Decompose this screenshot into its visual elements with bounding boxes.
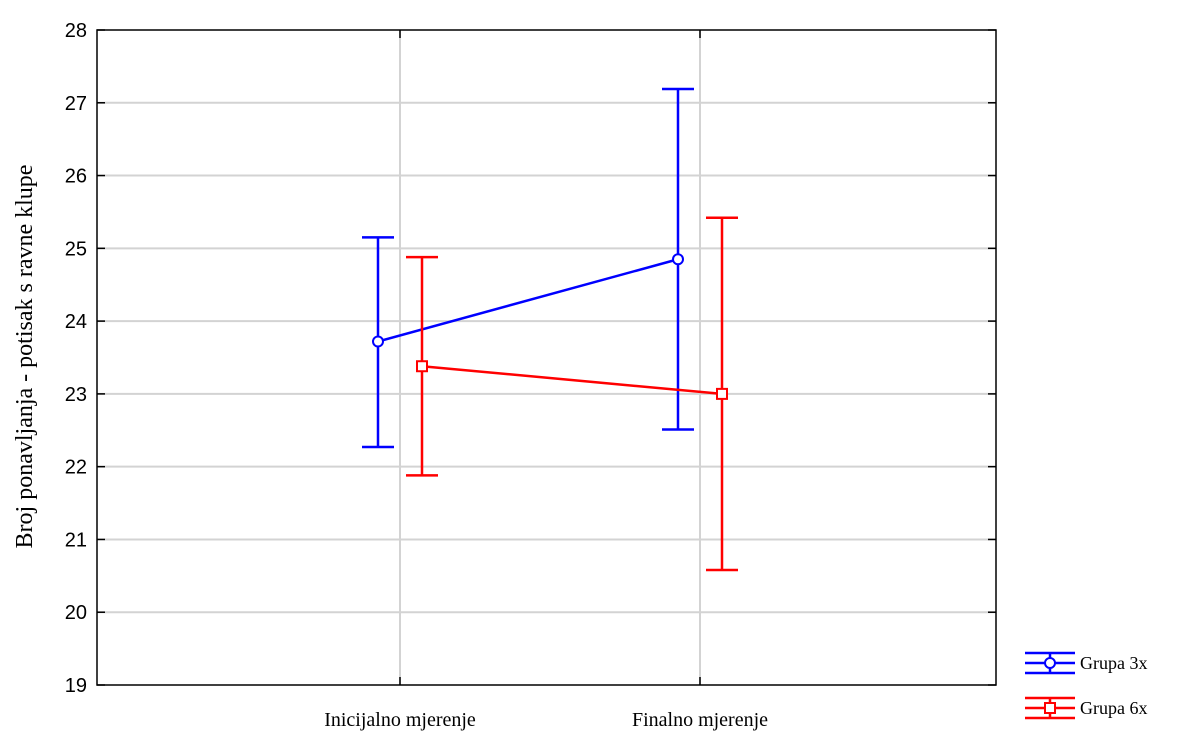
y-tick-label: 21 bbox=[65, 529, 87, 551]
plot-area-frame bbox=[97, 30, 996, 685]
legend-label: Grupa 6x bbox=[1080, 698, 1147, 718]
legend: Grupa 3x Grupa 6x bbox=[1025, 653, 1147, 718]
y-tick-label: 26 bbox=[65, 166, 87, 188]
legend-marker bbox=[1045, 658, 1055, 668]
y-tick-label: 24 bbox=[65, 311, 87, 333]
y-tick-label: 25 bbox=[65, 238, 87, 260]
y-tick-label: 27 bbox=[65, 93, 87, 115]
data-point bbox=[673, 254, 683, 264]
y-tick-label: 23 bbox=[65, 384, 87, 406]
gridlines bbox=[97, 30, 996, 685]
legend-item: Grupa 3x bbox=[1025, 653, 1147, 673]
series-layer bbox=[362, 89, 738, 570]
x-tick-label: Inicijalno mjerenje bbox=[324, 709, 476, 731]
data-point bbox=[373, 336, 383, 346]
y-tick-label: 20 bbox=[65, 602, 87, 624]
y-axis-title: Broj ponavljanja - potisak s ravne klupe bbox=[12, 165, 38, 549]
data-point bbox=[717, 389, 727, 399]
x-tick-label: Finalno mjerenje bbox=[632, 709, 768, 731]
legend-item: Grupa 6x bbox=[1025, 698, 1147, 718]
y-tick-label: 22 bbox=[65, 457, 87, 479]
legend-label: Grupa 3x bbox=[1080, 653, 1147, 673]
y-tick-label: 19 bbox=[65, 675, 87, 697]
y-tick-label: 28 bbox=[65, 20, 87, 42]
legend-marker bbox=[1045, 703, 1055, 713]
data-point bbox=[417, 361, 427, 371]
